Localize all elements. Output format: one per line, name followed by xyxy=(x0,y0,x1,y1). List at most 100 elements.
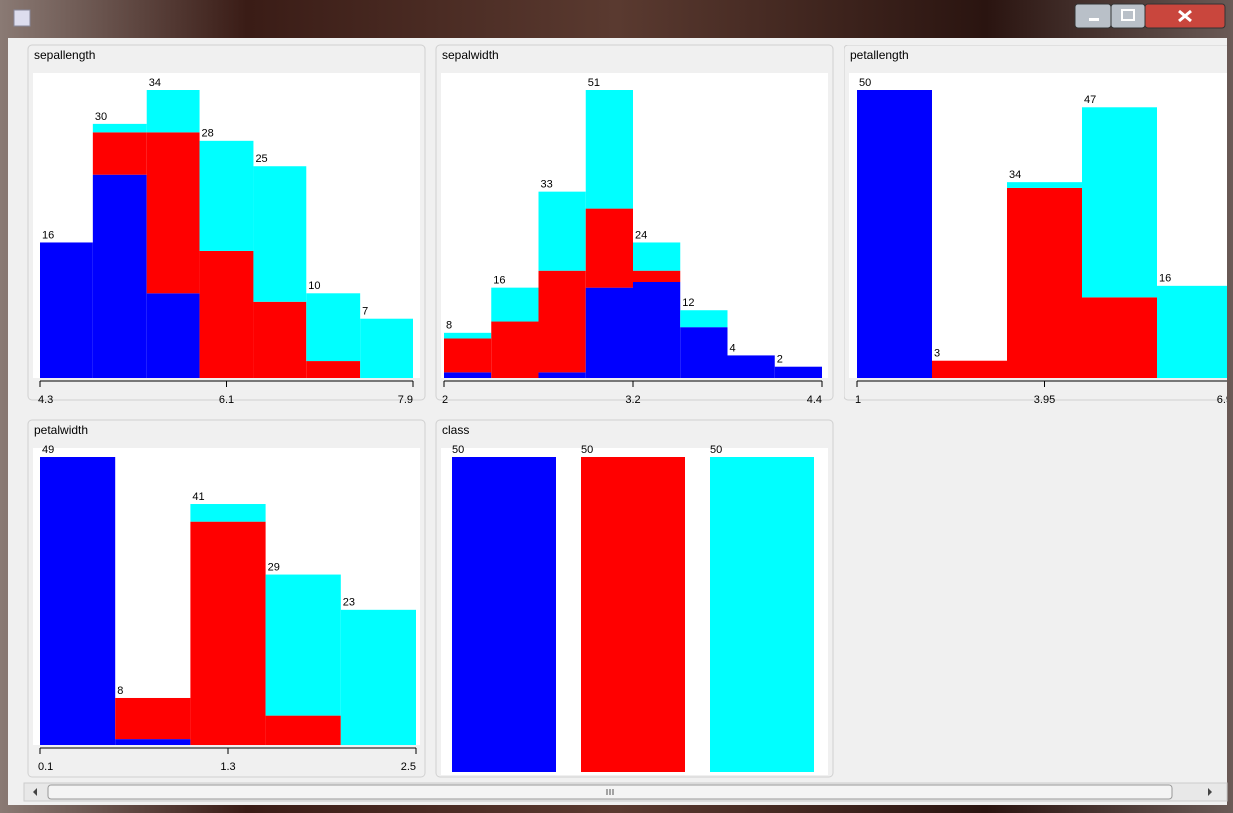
histogram-segment xyxy=(1082,297,1157,378)
histogram-segment xyxy=(857,90,932,378)
histogram-segment xyxy=(444,332,492,339)
x-tick-label: 6.9 xyxy=(1217,394,1232,406)
histogram-segment xyxy=(146,132,200,294)
bar-count-label: 16 xyxy=(42,229,54,241)
bar-count-label: 49 xyxy=(42,444,54,456)
histogram-segment xyxy=(680,310,728,328)
bar-count-label: 33 xyxy=(541,179,553,191)
minimize-button[interactable] xyxy=(1074,3,1112,29)
x-tick-label: 6.1 xyxy=(219,394,234,406)
histogram-segment xyxy=(40,242,93,378)
panel-title: sepallength xyxy=(34,48,95,62)
histogram-segment xyxy=(538,191,586,271)
panel-title: class xyxy=(442,423,469,437)
maximize-icon xyxy=(1121,9,1135,21)
chart-panel: sepallength 16 30 34 28 25 10 7 4.3 6.1 7.9 xyxy=(27,44,426,406)
bar-count-label: 16 xyxy=(1159,273,1171,285)
histogram-segment xyxy=(115,697,191,740)
histogram-segment xyxy=(491,321,539,378)
histogram-segment xyxy=(360,318,413,378)
histogram-segment xyxy=(340,609,416,745)
histogram-segment xyxy=(491,287,539,322)
histogram-segment xyxy=(265,574,341,716)
bar-count-label: 16 xyxy=(493,275,505,287)
panel-title: petallength xyxy=(850,48,909,62)
x-tick-label: 2 xyxy=(442,394,448,406)
bar-count-label: 51 xyxy=(588,77,600,89)
x-tick-label: 4.4 xyxy=(807,394,822,406)
x-tick-label: 2.5 xyxy=(401,761,416,773)
x-tick-label: 1 xyxy=(855,394,861,406)
histogram-segment xyxy=(92,132,147,175)
minimize-icon xyxy=(1089,18,1099,21)
histogram-segment xyxy=(199,250,254,378)
x-tick-label: 3.95 xyxy=(1034,394,1055,406)
close-icon xyxy=(1178,9,1192,23)
bar-count-label: 41 xyxy=(192,491,204,503)
bar-count-label: 23 xyxy=(343,597,355,609)
histogram-segment xyxy=(585,287,633,378)
bar-count-label: 2 xyxy=(777,354,783,366)
histogram-segment xyxy=(727,355,775,378)
bar-count-label: 29 xyxy=(268,561,280,573)
histogram-segment xyxy=(1007,182,1082,188)
bar-count-label: 34 xyxy=(149,77,161,89)
histogram-segment xyxy=(190,504,266,522)
bar-count-label: 30 xyxy=(95,111,107,123)
bar-count-label: 10 xyxy=(308,280,320,292)
histogram-segment xyxy=(585,90,633,209)
bar xyxy=(452,457,556,772)
histogram-segment xyxy=(92,123,147,133)
histogram-segment xyxy=(40,457,116,745)
histogram-segment xyxy=(444,338,492,373)
histogram-segment xyxy=(633,270,681,282)
histogram-segment xyxy=(633,242,681,271)
x-tick-label: 3.2 xyxy=(625,394,640,406)
bar-count-label: 8 xyxy=(117,685,123,697)
x-tick-label: 7.9 xyxy=(398,394,413,406)
bar-count-label: 34 xyxy=(1009,169,1021,181)
histogram-segment xyxy=(538,372,586,378)
histogram-segment xyxy=(146,293,200,378)
bar-count-label: 25 xyxy=(255,153,267,165)
histogram-segment xyxy=(146,90,200,133)
histogram-segment xyxy=(190,521,266,745)
histogram-segment xyxy=(265,715,341,745)
x-tick-label: 4.3 xyxy=(38,394,53,406)
histogram-segment xyxy=(538,270,586,373)
chart-panel: sepalwidth 8 16 33 51 24 12 4 2 2 3.2 4.4 xyxy=(435,44,834,406)
histogram-segment xyxy=(253,166,307,302)
histogram-segment xyxy=(1007,187,1082,378)
histogram-segment xyxy=(306,293,361,362)
bar-count-label: 24 xyxy=(635,229,647,241)
histogram-segment xyxy=(115,739,191,745)
chart-panel: class 50 50 50 xyxy=(435,419,834,778)
maximize-button[interactable] xyxy=(1110,3,1146,29)
bar-count-label: 28 xyxy=(202,128,214,140)
x-tick-label: 1.3 xyxy=(220,761,235,773)
histogram-segment xyxy=(444,372,492,378)
x-tick-label: 0.1 xyxy=(38,761,53,773)
bar-count-label: 7 xyxy=(362,306,368,318)
bar xyxy=(581,457,685,772)
histogram-segment xyxy=(92,174,147,378)
bar-count-label: 4 xyxy=(730,342,736,354)
bar-count-label: 8 xyxy=(446,320,452,332)
panel-title: petalwidth xyxy=(34,423,88,437)
histogram-segment xyxy=(585,208,633,288)
histogram-segment xyxy=(680,327,728,378)
bar-count-label: 3 xyxy=(934,348,940,360)
bar-count-label: 47 xyxy=(1084,94,1096,106)
bar-count-label: 12 xyxy=(682,297,694,309)
histogram-segment xyxy=(253,301,307,378)
histogram-segment xyxy=(1082,107,1157,298)
bar-count-label: 50 xyxy=(452,444,464,456)
app-icon xyxy=(13,9,31,27)
histogram-segment xyxy=(774,366,822,378)
bar xyxy=(710,457,814,772)
histogram-segment xyxy=(306,361,361,378)
histogram-segment xyxy=(1157,285,1227,378)
bar-count-label: 50 xyxy=(581,444,593,456)
chart-panel: petalwidth 49 8 41 29 23 0.1 1.3 2.5 xyxy=(27,419,426,778)
